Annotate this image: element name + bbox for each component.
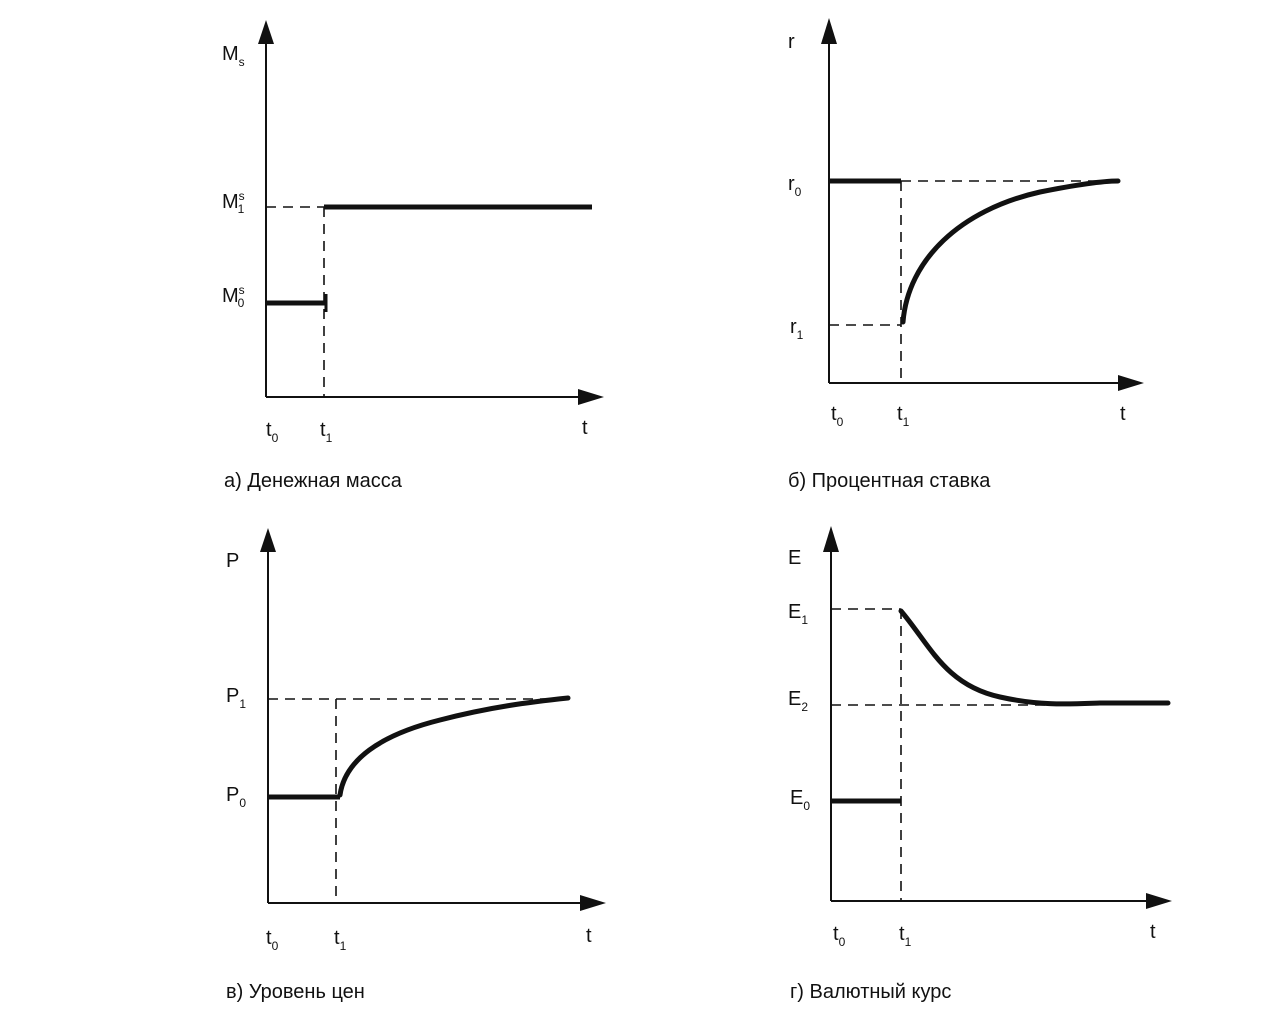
y-axis-label: r (788, 31, 795, 53)
t0-label: t0 (266, 927, 279, 953)
y-axis-arrow (258, 20, 274, 44)
level-m0-label: Ms 0 (222, 283, 245, 310)
panel-interest-rate: r r0 r1 t0 t1 t б) Процентная ставка (788, 18, 1144, 492)
rate-recovery-curve (900, 178, 1121, 325)
level-r0-label: r0 (788, 173, 802, 199)
level-p1-label: P1 (226, 685, 246, 711)
panel-price-level: P P1 P0 t0 t1 t в) Уровень цен (226, 528, 606, 1003)
panel-money-supply: Ms Ms 1 Ms 0 t0 t1 t а) Денежная масса (222, 20, 604, 492)
y-axis-arrow (823, 526, 839, 552)
panel-caption: б) Процентная ставка (788, 470, 991, 492)
t1-label: t1 (334, 927, 347, 953)
level-e2-label: E2 (788, 688, 808, 714)
level-r1-label: r1 (790, 316, 804, 342)
y-axis-label: Ms (222, 43, 245, 69)
exchange-rate-overshoot-curve (898, 608, 1171, 707)
x-axis-arrow (578, 389, 604, 405)
y-axis-label: E (788, 547, 801, 569)
panel-caption: г) Валютный курс (790, 981, 951, 1003)
x-axis-label: t (582, 417, 588, 439)
x-axis-label: t (1150, 921, 1156, 943)
t1-label: t1 (320, 419, 333, 445)
price-adjustment-curve (337, 695, 571, 798)
panel-exchange-rate: E E1 E2 E0 t0 t1 t г) Валютный курс (788, 526, 1172, 1003)
level-e1-label: E1 (788, 601, 808, 627)
level-p0-label: P0 (226, 784, 246, 810)
t1-label: t1 (897, 403, 910, 429)
y-axis-arrow (821, 18, 837, 44)
y-axis-arrow (260, 528, 276, 552)
t0-label: t0 (833, 923, 846, 949)
x-axis-arrow (580, 895, 606, 911)
t0-label: t0 (831, 403, 844, 429)
y-axis-label: P (226, 550, 239, 572)
t1-label: t1 (899, 923, 912, 949)
x-axis-arrow (1146, 893, 1172, 909)
panel-caption: а) Денежная масса (224, 470, 403, 492)
panel-caption: в) Уровень цен (226, 981, 365, 1003)
x-axis-arrow (1118, 375, 1144, 391)
t0-label: t0 (266, 419, 279, 445)
x-axis-label: t (586, 925, 592, 947)
level-m1-label: Ms 1 (222, 189, 245, 216)
x-axis-label: t (1120, 403, 1126, 425)
level-e0-label: E0 (790, 787, 810, 813)
